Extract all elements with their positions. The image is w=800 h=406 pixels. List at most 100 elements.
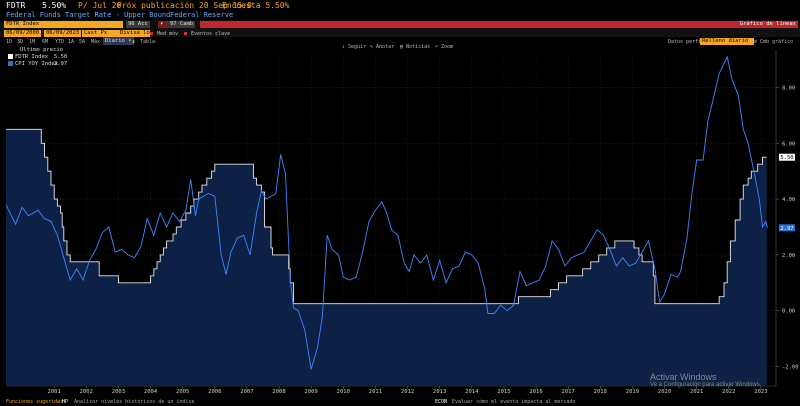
security-header: FDTR 5.50% P/ Jul 26 Próx publicación 20… (0, 0, 800, 11)
legend-cpi-name: CPI YOY Index (15, 61, 59, 67)
fdtr-last-value-badge (779, 153, 795, 161)
field-selector[interactable]: Last Px (82, 29, 118, 37)
last-value: 5.50% (42, 1, 67, 10)
y-axis: 8.00 6.00 4.00 2.00 0.00 -2.00 (776, 85, 799, 370)
x-tick-label: 2011 (369, 389, 382, 395)
annotate-label: Anotar (376, 44, 395, 50)
range-1d[interactable]: 1D (6, 39, 13, 45)
fdtr-swatch-icon (8, 54, 13, 59)
range-1y[interactable]: 1A (68, 39, 75, 45)
x-axis: 2001 2002 2003 2004 2005 2006 2007 2008 2009 2010… (48, 386, 768, 395)
y-tick-label: 8.00 (782, 85, 795, 91)
x-tick-label: 2022 (722, 389, 735, 395)
survey-value: Encuesta 5.50% (222, 1, 290, 10)
settings-bar: 06/09/2000 - 06/09/2023 Last Px Divisa l… (0, 29, 800, 37)
start-date-field[interactable]: 06/09/2000 (4, 29, 42, 37)
key-events-toggle[interactable]: Eventos clave (191, 31, 231, 37)
legend-title: Último precio (20, 47, 64, 53)
x-tick-label: 2019 (626, 389, 639, 395)
date-separator: - (38, 31, 42, 37)
moving-average-icon[interactable]: ■ (150, 31, 154, 37)
range-5y[interactable]: 5A (79, 39, 86, 45)
y-tick-label: 6.00 (782, 141, 795, 147)
table-toggle[interactable]: Tabla (140, 39, 156, 45)
y-tick-label: 4.00 (782, 197, 795, 203)
data-profile-label: Datos perfil (668, 39, 705, 45)
cpi-swatch-icon (8, 61, 13, 66)
frequency-label: Diario (105, 38, 125, 44)
x-tick-label: 2009 (305, 389, 318, 395)
track-button[interactable]: ⇕ Seguir (342, 44, 367, 50)
actions-menu[interactable]: 96 Acc (126, 21, 150, 28)
fdtr-area (6, 129, 767, 387)
hint1-text: Analizar niveles históricos de un índice (74, 399, 195, 405)
x-tick-label: 2010 (337, 389, 350, 395)
range-max[interactable]: Máx (91, 39, 101, 45)
range-1m[interactable]: 1M (29, 39, 36, 45)
chart-settings-button[interactable]: Cmb gráfico (760, 39, 794, 45)
range-ytd[interactable]: YTD (55, 39, 65, 45)
range-6m[interactable]: 6M (42, 39, 49, 45)
security-description: Federal Funds Target Rate - Upper Bound … (0, 11, 800, 20)
x-tick-label: 2020 (658, 389, 671, 395)
hint2-text: Evaluar cómo el evento impacta al mercad… (452, 399, 576, 405)
news-label: Noticias (406, 44, 431, 50)
security-name: Federal Funds Target Rate - Upper Bound (6, 11, 171, 19)
legend-cpi-value: 2.97 (54, 61, 68, 67)
key-events-icon[interactable]: ■ (184, 31, 188, 37)
x-tick-label: 2002 (80, 389, 93, 395)
suggested-functions-bar: Funciones sugeridas HP Analizar niveles … (0, 399, 800, 406)
x-tick-label: 2017 (562, 389, 575, 395)
cpi-line (5, 55, 768, 370)
annotate-button[interactable]: ✎ Anotar (370, 44, 395, 50)
x-tick-label: 2008 (272, 389, 285, 395)
x-tick-label: 2001 (48, 389, 61, 395)
legend-fdtr-value: 5.50 (54, 54, 68, 60)
y-tick-label: 2.00 (782, 253, 795, 259)
watermark-title: Activar Windows (650, 372, 717, 382)
legend-item-cpi[interactable]: CPI YOY Index 2.97 (8, 61, 67, 68)
fdtr-last-value-label: 5.50 (780, 155, 793, 161)
chart-legend: Último precio FDTR Index 5.50 CPI YOY In… (8, 47, 67, 68)
chart-bar-icon[interactable]: ▮ (132, 39, 136, 45)
x-tick-label: 2018 (594, 389, 607, 395)
legend-fdtr-name: FDTR Index (15, 54, 49, 60)
y-tick-label: -2.00 (782, 364, 799, 370)
actions-chevron-icon[interactable]: ▾ (158, 21, 168, 28)
currency-selector[interactable]: Divisa local (118, 29, 160, 37)
command-bar: FDTR Index 96 Acc ▾ 97 Camb Gráfico de l… (0, 20, 800, 29)
fdtr-line (6, 128, 767, 305)
moving-average-toggle[interactable]: Med móv (157, 31, 179, 37)
legend-item-fdtr[interactable]: FDTR Index 5.50 (8, 54, 67, 61)
cpi-last-value-label: 2.97 (780, 226, 793, 232)
x-tick-label: 2021 (690, 389, 703, 395)
zoom-button[interactable]: ⌕ Zoom (435, 44, 454, 50)
fill-selector[interactable]: Relleno diario (700, 37, 754, 45)
x-tick-label: 2013 (433, 389, 446, 395)
hint2-code[interactable]: ECON (435, 399, 448, 405)
suggested-functions-label[interactable]: Funciones sugeridas (6, 399, 64, 405)
end-date-field[interactable]: 06/09/2023 (44, 29, 82, 37)
gear-icon[interactable]: ⚙ (754, 39, 758, 45)
x-tick-label: 2016 (529, 389, 542, 395)
last-value-labels: 5.50 2.97 (779, 153, 795, 232)
release-date: P/ Jul 26 (78, 1, 122, 10)
hint1-code[interactable]: HP (62, 399, 69, 405)
compare-menu[interactable]: 97 Camb (168, 21, 196, 28)
ticker: FDTR (6, 1, 26, 10)
data-source: Federal Reserve (170, 11, 234, 19)
security-field[interactable]: FDTR Index (4, 21, 123, 28)
chart-type-title: Gráfico de líneas (200, 21, 798, 28)
x-tick-label: 2012 (401, 389, 414, 395)
x-tick-label: 2004 (144, 389, 158, 395)
x-tick-label: 2006 (208, 389, 221, 395)
track-label: Seguir (348, 44, 367, 50)
next-release: Próx publicación 20 Sep 15:0 (117, 1, 252, 10)
news-button[interactable]: ▤ Noticias (400, 44, 431, 50)
frequency-selector[interactable]: Diario ▾ (103, 37, 134, 45)
y-tick-label: 0.00 (782, 309, 795, 315)
x-tick-label: 2023 (754, 389, 767, 395)
range-3d[interactable]: 3D (17, 39, 24, 45)
line-chart[interactable]: 8.006.004.002.000.00-2.00 2001 2002 2003 20… (0, 45, 800, 399)
x-tick-label: 2005 (176, 389, 189, 395)
